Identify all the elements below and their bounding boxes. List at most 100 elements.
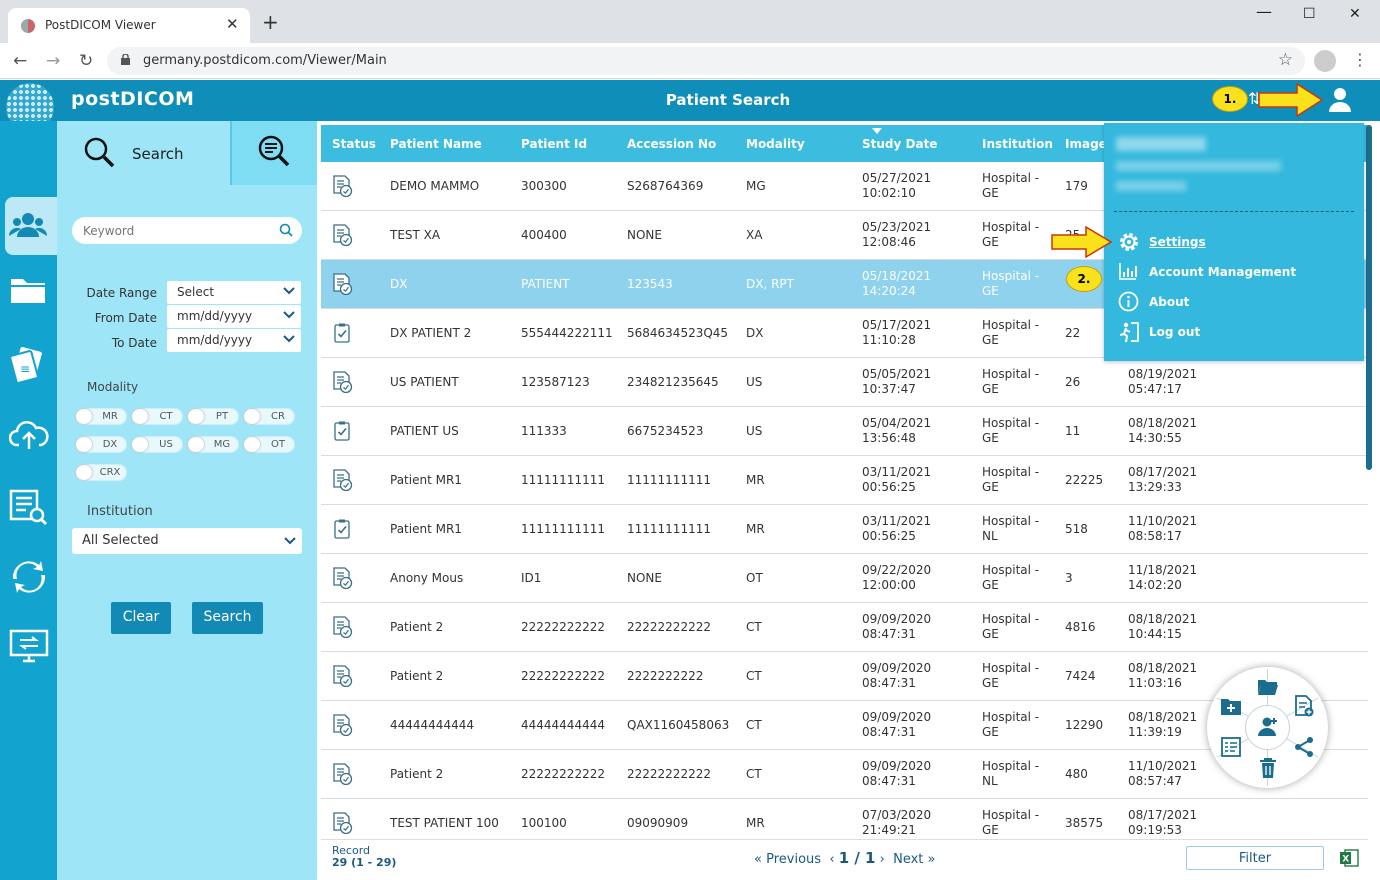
date-range-select[interactable]: Select	[167, 281, 301, 304]
user-icon[interactable]	[1328, 87, 1352, 113]
modality-toggle-dx[interactable]: DX	[75, 436, 127, 453]
institution-line1: Hospital -	[982, 661, 1040, 675]
report-status-icon[interactable]	[331, 812, 353, 834]
add-patient-icon[interactable]	[1257, 715, 1279, 737]
table-scrollbar[interactable]	[1366, 125, 1372, 470]
table-row[interactable]: Patient MR1 11111111111 11111111111 MR 03/11…	[321, 505, 1368, 554]
cell-institution: Hospital - GE	[982, 220, 1039, 250]
modality-toggle-cr[interactable]: CR	[243, 408, 295, 425]
table-row[interactable]: Patient 2 22222222222 22222222222 CT 09/09/2…	[321, 750, 1368, 799]
report-status-icon[interactable]	[331, 567, 353, 589]
modality-toggle-crx[interactable]: CRX	[75, 464, 127, 481]
filter-button[interactable]: Filter	[1186, 846, 1324, 870]
previous-button[interactable]: Previous	[766, 852, 822, 867]
close-tab-icon[interactable]: ✕	[226, 15, 239, 33]
nav-search-list[interactable]	[0, 477, 57, 535]
last-page-icon[interactable]: »	[927, 852, 936, 867]
next-page-icon[interactable]: ›	[879, 852, 889, 867]
checked-status-icon[interactable]	[331, 518, 353, 540]
table-row[interactable]: Patient 2 22222222222 2222222222 CT 09/09/20…	[321, 652, 1368, 701]
open-folder-icon[interactable]	[1257, 675, 1279, 697]
browser-tab[interactable]: PostDICOM Viewer ✕	[8, 8, 250, 43]
report-status-icon[interactable]	[331, 665, 353, 687]
nav-cards[interactable]: ≡	[0, 335, 57, 393]
nav-transfer[interactable]	[0, 617, 57, 675]
menu-item-about[interactable]: About	[1118, 291, 1348, 313]
record-count: 29 (1 - 29)	[332, 856, 397, 869]
minimize-icon[interactable]: —	[1256, 2, 1272, 21]
col-institution[interactable]: Institution	[982, 137, 1053, 151]
tab-advanced-search[interactable]	[232, 121, 317, 185]
checked-status-icon[interactable]	[331, 420, 353, 442]
edit-form-icon[interactable]	[1220, 736, 1242, 758]
profile-avatar-icon[interactable]	[1314, 50, 1336, 72]
nav-patients[interactable]	[5, 197, 57, 255]
delete-icon[interactable]	[1257, 757, 1279, 779]
table-row[interactable]: US PATIENT 123587123 234821235645 US 05/05/2…	[321, 358, 1368, 407]
nav-folders[interactable]	[0, 263, 57, 321]
col-status[interactable]: Status	[332, 137, 376, 151]
maximize-icon[interactable]: ☐	[1303, 6, 1316, 22]
clear-button[interactable]: Clear	[111, 602, 171, 634]
report-status-icon[interactable]	[331, 224, 353, 246]
to-date-input[interactable]: mm/dd/yyyy	[167, 329, 301, 352]
col-modality[interactable]: Modality	[746, 137, 805, 151]
col-images[interactable]: Images	[1065, 137, 1114, 151]
url-bar[interactable]: germany.postdicom.com/Viewer/Main ☆	[107, 47, 1305, 75]
from-date-input[interactable]: mm/dd/yyyy	[167, 305, 301, 328]
nav-upload[interactable]	[0, 407, 57, 465]
reload-icon[interactable]: ↻	[79, 51, 94, 71]
col-study-date[interactable]: Study Date	[862, 137, 938, 151]
report-status-icon[interactable]	[331, 371, 353, 393]
add-folder-icon[interactable]	[1220, 695, 1242, 717]
table-row[interactable]: Patient MR1 11111111111 11111111111 MR 03/11…	[321, 456, 1368, 505]
report-status-icon[interactable]	[331, 469, 353, 491]
report-status-icon[interactable]	[331, 714, 353, 736]
menu-item-account-management[interactable]: Account Management	[1118, 261, 1348, 283]
forward-icon[interactable]: →	[46, 51, 61, 71]
tab-search[interactable]: Search	[57, 121, 232, 185]
modality-toggle-ot[interactable]: OT	[243, 436, 295, 453]
menu-item-settings[interactable]: Settings	[1118, 231, 1348, 253]
report-status-icon[interactable]	[331, 175, 353, 197]
table-row[interactable]: Anony Mous ID1 NONE OT 09/22/2020 12:00:00 Hos…	[321, 554, 1368, 603]
sort-icon[interactable]: ⇅	[1248, 89, 1262, 108]
col-patient-id[interactable]: Patient Id	[521, 137, 588, 151]
institution-select[interactable]: All Selected	[72, 528, 302, 554]
nav-sync[interactable]	[0, 547, 57, 605]
prev-page-icon[interactable]: ‹	[825, 852, 835, 867]
share-icon[interactable]	[1293, 736, 1315, 758]
table-row[interactable]: PATIENT US 111333 6675234523 US 05/04/2021 13…	[321, 407, 1368, 456]
modality-toggle-ct[interactable]: CT	[131, 408, 183, 425]
modality-toggle-us[interactable]: US	[131, 436, 183, 453]
keyword-search-icon[interactable]	[279, 223, 293, 237]
browser-menu-icon[interactable]: ⋮	[1352, 50, 1368, 69]
cell-patient-id: 22222222222	[521, 669, 605, 683]
report-status-icon[interactable]	[331, 273, 353, 295]
col-accession-no[interactable]: Accession No	[627, 137, 717, 151]
excel-export-icon[interactable]: X	[1339, 848, 1359, 868]
table-row[interactable]: 44444444444 44444444444 QAX1160458063 CT 09/…	[321, 701, 1368, 750]
modality-toggle-mg[interactable]: MG	[187, 436, 239, 453]
add-report-icon[interactable]	[1293, 695, 1315, 717]
study-time: 13:56:48	[862, 431, 916, 445]
report-status-icon[interactable]	[331, 763, 353, 785]
search-button[interactable]: Search	[192, 602, 263, 634]
report-status-icon[interactable]	[331, 616, 353, 638]
keyword-input[interactable]	[72, 217, 302, 244]
modality-toggle-mr[interactable]: MR	[75, 408, 127, 425]
col-patient-name[interactable]: Patient Name	[390, 137, 482, 151]
cell-modality: MR	[746, 522, 765, 536]
window-close-icon[interactable]: ✕	[1349, 6, 1361, 22]
first-page-icon[interactable]: «	[754, 852, 762, 867]
menu-item-logout[interactable]: Log out	[1118, 321, 1348, 343]
modality-toggle-pt[interactable]: PT	[187, 408, 239, 425]
upload-date: 08/17/2021	[1128, 808, 1198, 822]
next-button[interactable]: Next	[893, 852, 924, 867]
back-icon[interactable]: ←	[13, 51, 28, 71]
cell-accession-no: 09090909	[627, 816, 689, 830]
bookmark-star-icon[interactable]: ☆	[1277, 50, 1293, 70]
checked-status-icon[interactable]	[331, 322, 353, 344]
table-row[interactable]: Patient 2 22222222222 22222222222 CT 09/09/2…	[321, 603, 1368, 652]
new-tab-icon[interactable]: +	[262, 10, 279, 34]
